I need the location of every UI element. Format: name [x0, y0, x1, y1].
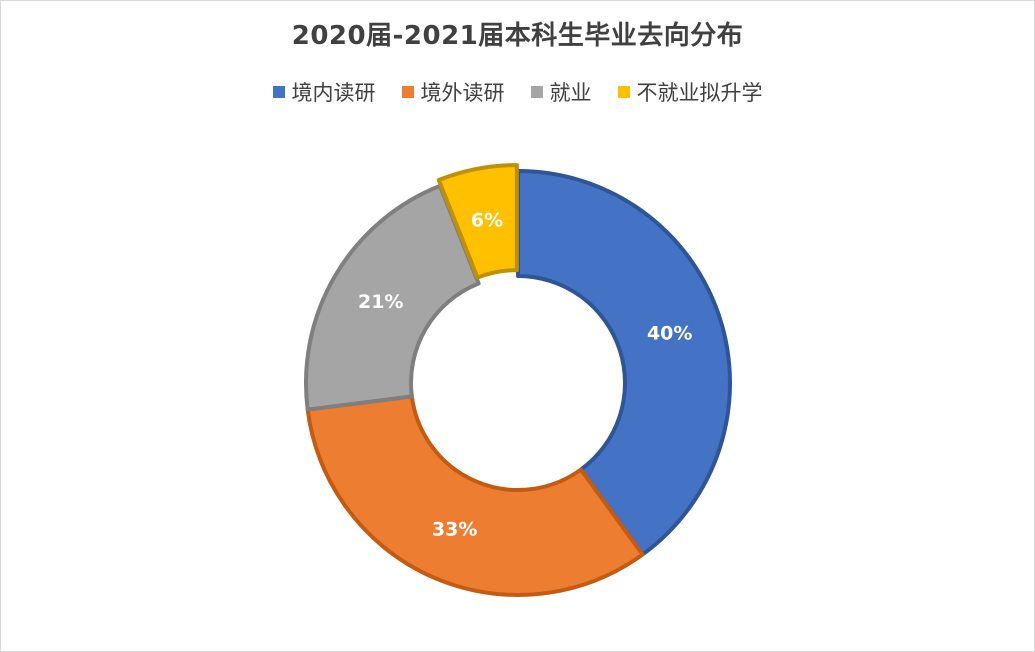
donut-slices	[304, 163, 732, 597]
legend-swatch-employment	[530, 86, 543, 98]
legend: 境内读研 境外读研 就业 不就业拟升学	[1, 77, 1034, 107]
legend-item-overseas-grad: 境外读研	[401, 77, 505, 107]
slice-labels: 40% 33% 21% 6%	[358, 209, 692, 540]
slice-domestic-grad	[516, 169, 732, 557]
slice-label-domestic-grad: 40%	[647, 323, 692, 345]
legend-item-domestic-grad: 境内读研	[272, 77, 376, 107]
slice-overseas-grad	[305, 394, 645, 597]
slice-label-overseas-grad: 33%	[432, 518, 477, 540]
slice-employment	[304, 183, 481, 412]
legend-swatch-domestic-grad	[272, 86, 285, 98]
slice-label-employment: 21%	[358, 291, 403, 313]
legend-label-overseas-grad: 境外读研	[420, 81, 505, 105]
legend-item-employment: 就业	[530, 77, 592, 107]
legend-label-domestic-grad: 境内读研	[291, 81, 376, 105]
slice-further-study	[436, 163, 519, 280]
legend-label-further-study: 不就业拟升学	[636, 81, 763, 105]
slice-label-further-study: 6%	[471, 209, 503, 231]
legend-swatch-overseas-grad	[401, 86, 414, 98]
legend-item-further-study: 不就业拟升学	[617, 77, 763, 107]
legend-swatch-further-study	[617, 86, 630, 98]
legend-label-employment: 就业	[549, 81, 592, 105]
chart-title: 2020届-2021届本科生毕业去向分布	[291, 21, 744, 51]
